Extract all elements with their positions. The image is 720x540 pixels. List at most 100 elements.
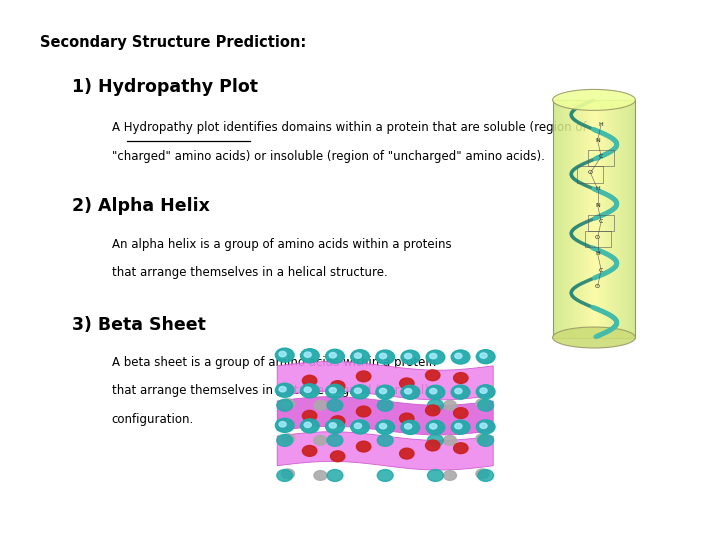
Bar [611,100,613,338]
Circle shape [476,434,489,444]
Text: C: C [599,267,603,273]
Bar [621,100,623,338]
Circle shape [325,420,344,434]
Circle shape [275,383,294,397]
Circle shape [379,423,387,429]
Circle shape [426,440,440,451]
Text: 3) Beta Sheet: 3) Beta Sheet [72,316,206,334]
Circle shape [327,469,343,482]
Bar [631,100,634,338]
Text: H: H [595,186,600,192]
Circle shape [325,349,344,363]
Circle shape [454,408,468,418]
Circle shape [330,416,345,427]
Bar [557,100,559,338]
Circle shape [376,385,395,399]
Circle shape [451,420,470,434]
Bar [606,100,608,338]
Circle shape [444,470,456,481]
Circle shape [351,385,369,399]
Circle shape [314,470,327,481]
Circle shape [300,349,319,363]
Circle shape [329,353,336,358]
Circle shape [279,352,286,357]
Circle shape [477,420,495,434]
Circle shape [302,446,317,456]
Circle shape [377,434,393,446]
Circle shape [351,420,369,434]
Bar [588,100,590,338]
Circle shape [426,370,440,381]
Circle shape [354,388,361,394]
Circle shape [401,385,420,399]
Text: O: O [595,235,600,240]
Circle shape [455,423,462,429]
Circle shape [451,385,470,399]
Text: A Hydropathy plot identifies domains within a protein that are soluble (region o: A Hydropathy plot identifies domains wit… [112,122,586,134]
Bar [634,100,635,338]
Circle shape [329,423,336,428]
Text: 2) Alpha Helix: 2) Alpha Helix [72,197,210,215]
Bar [554,100,557,338]
Ellipse shape [553,90,635,110]
Text: O: O [595,284,600,289]
Circle shape [279,422,286,427]
Text: "charged" amino acids) or insoluble (region of "uncharged" amino acids).: "charged" amino acids) or insoluble (reg… [112,150,544,163]
Circle shape [455,388,462,394]
Bar [617,100,618,338]
Polygon shape [277,397,493,435]
Circle shape [379,388,387,394]
Text: that arrange themselves in a helical structure.: that arrange themselves in a helical str… [112,266,387,279]
Circle shape [302,375,317,386]
Circle shape [376,420,395,434]
Circle shape [314,400,327,410]
Bar [592,100,594,338]
Text: C: C [599,219,603,224]
Circle shape [476,469,489,478]
Circle shape [477,384,495,399]
Bar [553,100,554,338]
Bar [575,100,577,338]
Text: N: N [595,138,600,143]
Polygon shape [277,362,493,400]
Circle shape [377,399,393,411]
Circle shape [275,348,294,362]
Bar [618,100,621,338]
Bar [596,100,598,338]
Circle shape [376,350,395,364]
Circle shape [275,418,294,433]
Bar [577,100,580,338]
Circle shape [327,399,343,411]
Bar [580,100,582,338]
Text: 1) Hydropathy Plot: 1) Hydropathy Plot [72,78,258,96]
Circle shape [304,422,311,428]
Circle shape [430,423,437,429]
Bar [573,100,575,338]
Circle shape [428,399,444,411]
Bar [569,100,571,338]
Text: that arrange themselves in a stable aligned (parallel): that arrange themselves in a stable alig… [112,384,428,397]
Circle shape [455,353,462,359]
Circle shape [478,434,494,446]
Bar [565,100,567,338]
Circle shape [478,469,494,482]
Circle shape [480,388,487,393]
Ellipse shape [553,327,635,348]
Circle shape [377,469,393,482]
Text: O: O [588,170,593,176]
Circle shape [426,385,445,399]
Bar [561,100,563,338]
Circle shape [401,420,420,434]
Circle shape [356,406,371,417]
Bar [559,100,561,338]
Circle shape [426,405,440,416]
Circle shape [300,419,319,433]
Circle shape [354,353,361,359]
Bar [584,100,585,338]
Circle shape [351,350,369,364]
Circle shape [304,352,311,357]
Circle shape [329,388,336,393]
Text: H: H [595,251,600,256]
Circle shape [276,434,292,446]
Text: C: C [599,154,603,159]
